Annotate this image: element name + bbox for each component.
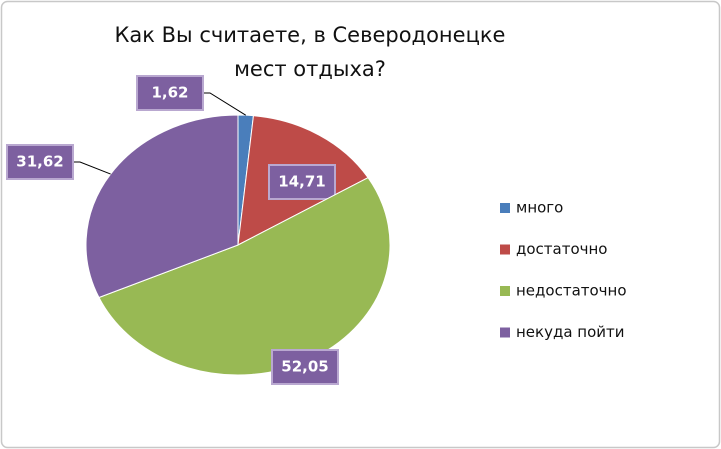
chart-title: Как Вы считаете, в Северодонецке мест от… (114, 23, 506, 81)
legend-label: много (516, 199, 563, 217)
legend-label: достаточно (516, 240, 608, 258)
value-label-box (6, 144, 74, 180)
value-label: 31,62 (16, 153, 63, 171)
value-label: 1,62 (151, 84, 188, 102)
value-label-box (271, 349, 339, 385)
legend-label: недостаточно (516, 282, 627, 300)
leader-line (202, 92, 246, 116)
value-label-box (136, 75, 204, 111)
pie-slice (85, 114, 239, 299)
value-label-box (268, 164, 336, 200)
value-label: 52,05 (281, 358, 328, 376)
leader-line (72, 161, 111, 175)
legend-swatch (500, 286, 510, 296)
value-label: 14,71 (278, 173, 325, 191)
legend-swatch (500, 327, 510, 338)
legend-swatch (500, 203, 510, 213)
legend-label: некуда пойти (516, 323, 625, 341)
legend-swatch (500, 244, 510, 255)
